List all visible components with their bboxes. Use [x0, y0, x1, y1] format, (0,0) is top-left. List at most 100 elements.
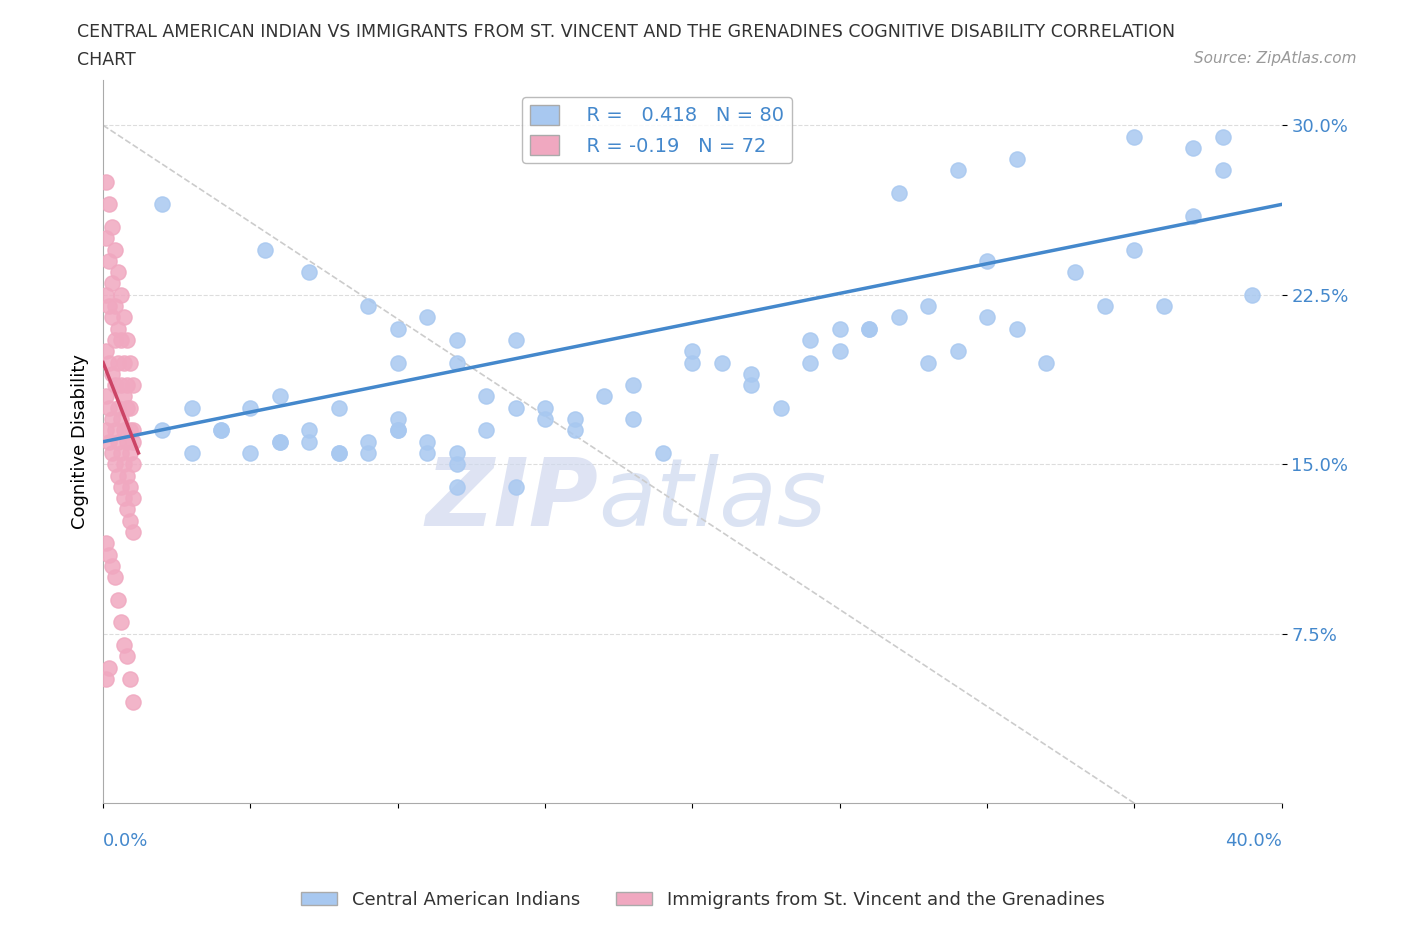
Point [98, 355, 121, 370]
Point [107, 321, 129, 336]
Point [1123, 242, 1146, 257]
Point [298, 434, 321, 449]
Point [104, 378, 127, 392]
Point [416, 434, 439, 449]
Point [1212, 163, 1234, 178]
Point [121, 491, 143, 506]
Point [121, 457, 143, 472]
Point [740, 366, 762, 381]
Point [115, 502, 138, 517]
Point [104, 333, 127, 348]
Point [110, 378, 132, 392]
Point [828, 344, 851, 359]
Point [104, 299, 127, 313]
Point [94, 423, 117, 438]
Point [94, 389, 117, 404]
Point [107, 468, 129, 483]
Point [121, 525, 143, 539]
Point [593, 389, 616, 404]
Point [269, 434, 291, 449]
Point [1212, 129, 1234, 144]
Point [98, 434, 121, 449]
Point [446, 480, 468, 495]
Point [917, 355, 939, 370]
Point [98, 299, 121, 313]
Point [623, 378, 645, 392]
Point [239, 400, 262, 415]
Point [239, 445, 262, 460]
Point [94, 344, 117, 359]
Point [98, 254, 121, 269]
Point [505, 333, 527, 348]
Text: CENTRAL AMERICAN INDIAN VS IMMIGRANTS FROM ST. VINCENT AND THE GRENADINES COGNIT: CENTRAL AMERICAN INDIAN VS IMMIGRANTS FR… [77, 23, 1175, 41]
Point [446, 445, 468, 460]
Point [298, 423, 321, 438]
Point [769, 400, 792, 415]
Text: ZIP: ZIP [425, 454, 598, 546]
Point [112, 457, 135, 472]
Point [209, 423, 232, 438]
Point [946, 163, 969, 178]
Text: atlas: atlas [598, 454, 827, 545]
Point [115, 333, 138, 348]
Point [534, 412, 557, 427]
Point [799, 333, 821, 348]
Point [118, 513, 141, 528]
Point [505, 400, 527, 415]
Point [475, 423, 498, 438]
Point [357, 434, 380, 449]
Point [858, 321, 880, 336]
Point [1241, 287, 1264, 302]
Point [652, 445, 675, 460]
Point [387, 412, 409, 427]
Point [946, 344, 969, 359]
Point [475, 389, 498, 404]
Point [115, 378, 138, 392]
Point [112, 423, 135, 438]
Point [387, 423, 409, 438]
Point [112, 355, 135, 370]
Point [94, 671, 117, 686]
Point [112, 310, 135, 325]
Point [357, 445, 380, 460]
Point [112, 491, 135, 506]
Point [112, 389, 135, 404]
Point [104, 570, 127, 585]
Point [150, 423, 173, 438]
Legend:   R =   0.418   N = 80,   R = -0.19   N = 72: R = 0.418 N = 80, R = -0.19 N = 72 [522, 97, 792, 164]
Point [110, 445, 132, 460]
Point [107, 434, 129, 449]
Point [115, 468, 138, 483]
Point [110, 412, 132, 427]
Point [564, 412, 586, 427]
Text: 0.0%: 0.0% [103, 832, 149, 850]
Point [446, 457, 468, 472]
Point [98, 547, 121, 562]
Point [269, 434, 291, 449]
Point [101, 219, 124, 234]
Point [101, 559, 124, 574]
Point [110, 287, 132, 302]
Point [104, 457, 127, 472]
Point [180, 400, 202, 415]
Point [121, 423, 143, 438]
Point [1005, 152, 1028, 166]
Point [98, 197, 121, 212]
Point [110, 615, 132, 630]
Point [118, 445, 141, 460]
Point [107, 400, 129, 415]
Point [150, 197, 173, 212]
Point [94, 231, 117, 246]
Text: CHART: CHART [77, 51, 136, 69]
Point [1153, 299, 1175, 313]
Point [976, 310, 998, 325]
Point [110, 480, 132, 495]
Point [710, 355, 733, 370]
Point [118, 355, 141, 370]
Point [98, 660, 121, 675]
Point [209, 423, 232, 438]
Point [858, 321, 880, 336]
Point [180, 445, 202, 460]
Point [110, 333, 132, 348]
Point [101, 445, 124, 460]
